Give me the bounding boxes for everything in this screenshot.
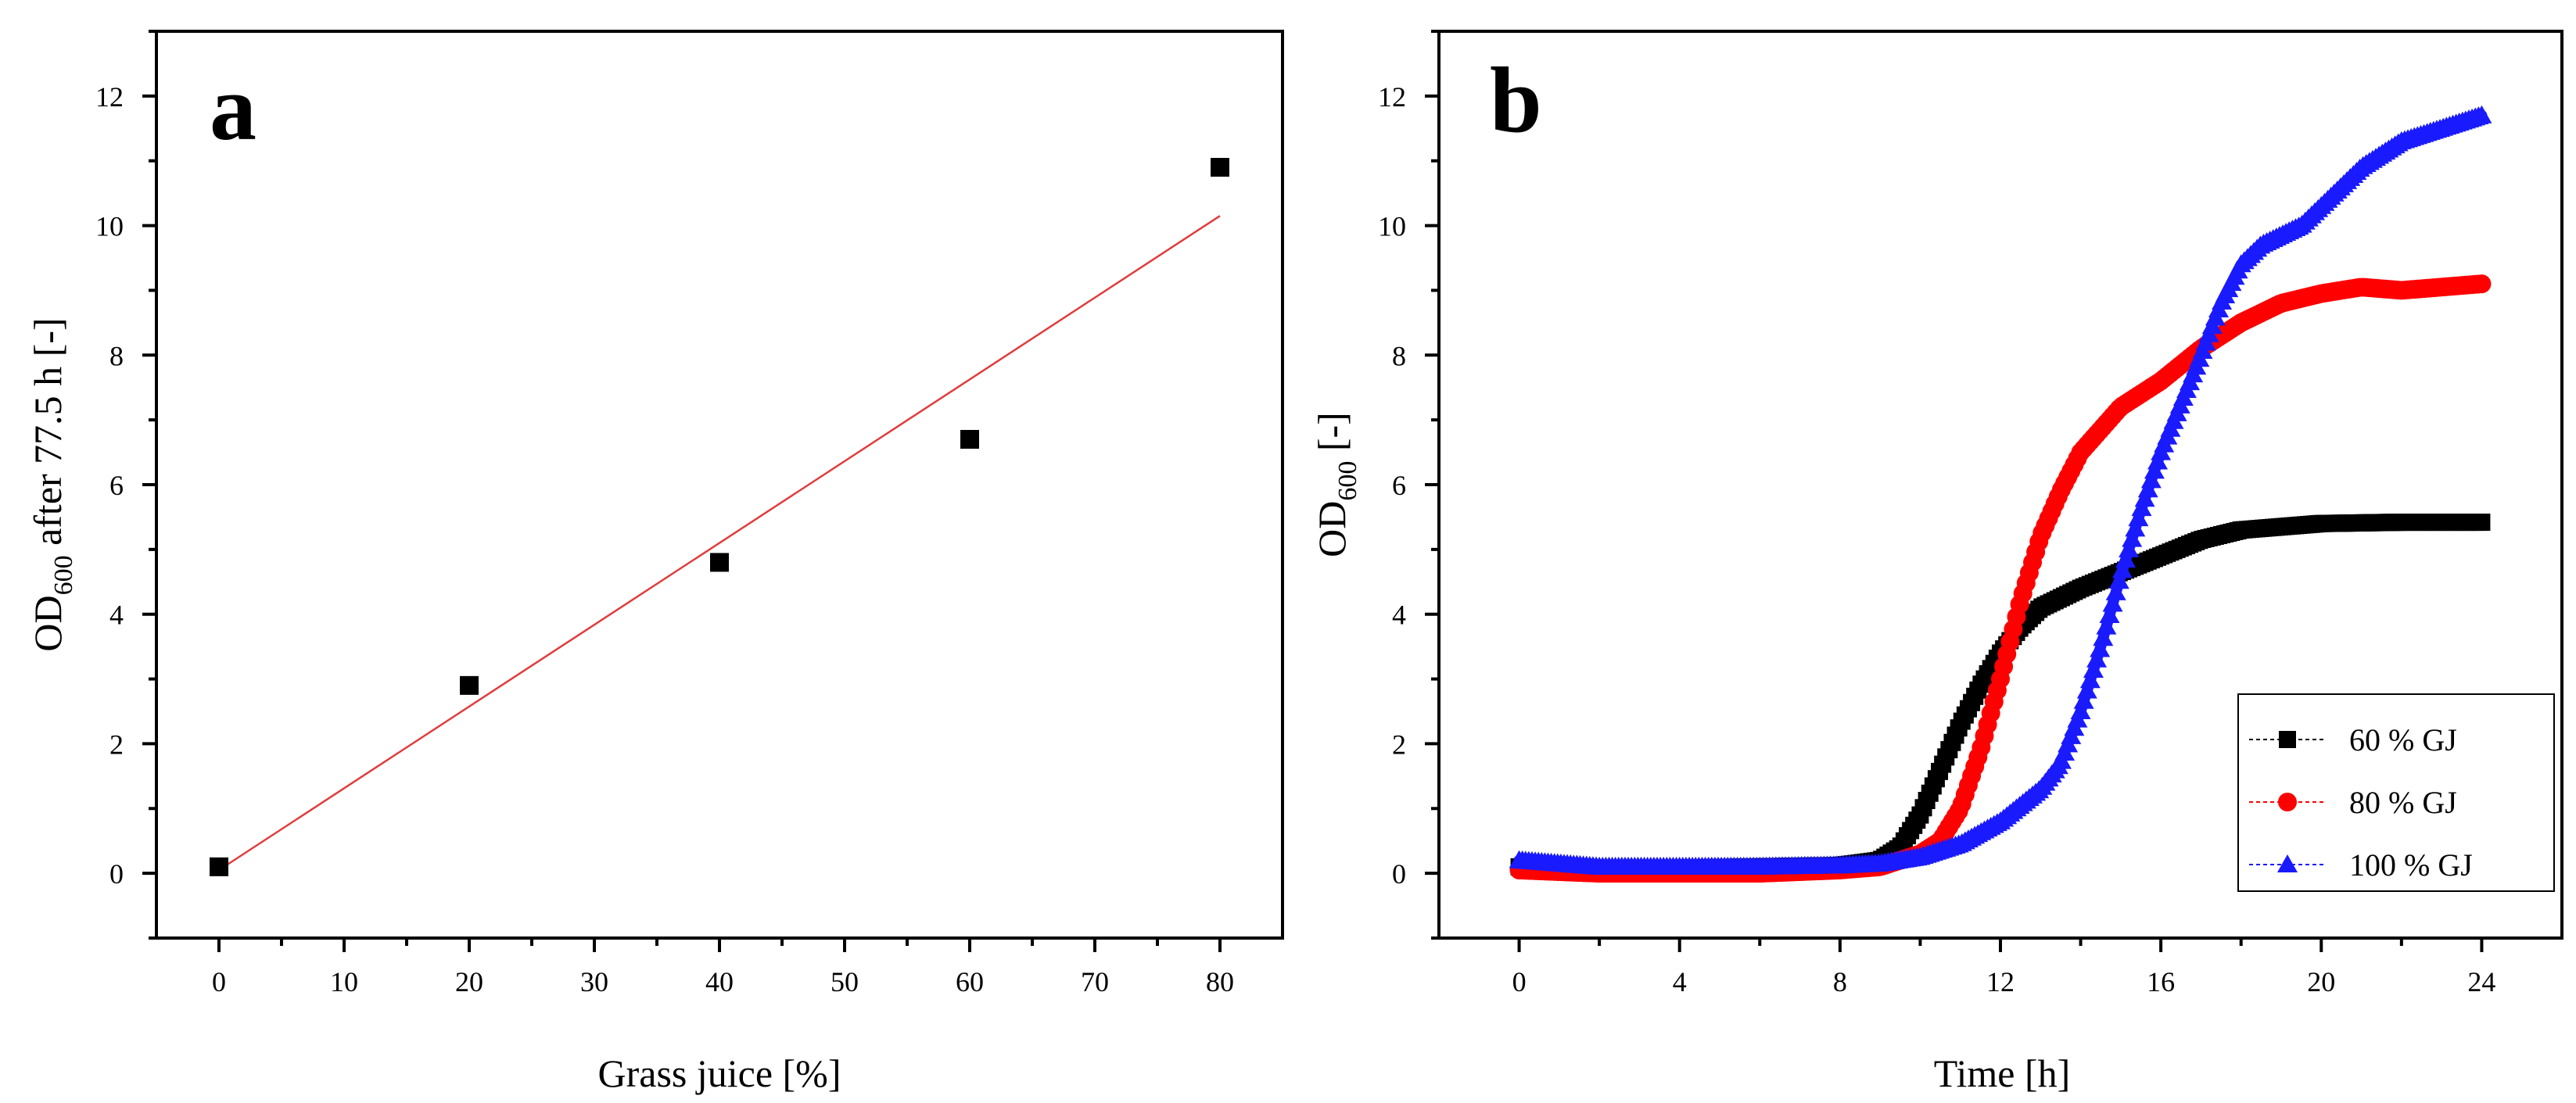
panel-b-series-100-gj-marker	[2115, 550, 2137, 568]
panel-b-series-100-gj-marker	[2093, 628, 2114, 646]
panel-a-data-point	[960, 430, 979, 449]
panel-b-series-100-gj-marker	[2144, 460, 2165, 479]
legend-label-0: 60 % GJ	[2349, 722, 2457, 757]
panel-b-series-100-gj-marker	[2140, 470, 2162, 489]
panel-a-x-tick-label: 70	[1081, 966, 1109, 997]
panel-b-series-100-gj-marker	[2471, 105, 2492, 124]
panel-b-series-100-gj-marker	[2086, 649, 2108, 668]
panel-a-x-axis-label: Grass juice [%]	[598, 1051, 841, 1095]
panel-a-y-axis-label: OD600 after 77.5 h [-]	[26, 317, 78, 651]
panel-b-series-100-gj-marker	[2147, 451, 2169, 470]
panel-b-series-100-gj-marker	[2079, 670, 2101, 689]
panel-a-y-tick-label: 8	[109, 340, 124, 371]
panel-b-series-100-gj	[1509, 105, 2492, 875]
panel-b-series-100-gj-marker	[2096, 616, 2117, 635]
panel-b-y-tick-label: 2	[1392, 729, 1406, 760]
panel-b-label: b	[1490, 48, 1542, 152]
panel-a-plot-frame	[155, 30, 1284, 940]
panel-a-y-tick-label: 10	[95, 211, 124, 242]
panel-a-y-tick-label: 4	[109, 600, 124, 631]
panel-b-series-100-gj-marker	[2111, 560, 2133, 578]
panel-b-series-100-gj-marker	[2099, 605, 2120, 624]
panel-b-series-100-gj-marker	[2128, 508, 2149, 527]
panel-b-y-tick-label: 4	[1392, 600, 1406, 631]
panel-b-x-tick-label: 20	[2307, 966, 2335, 997]
panel-b-x-tick-label: 24	[2467, 966, 2495, 997]
panel-b-x-tick-label: 4	[1673, 966, 1687, 997]
panel-b-series-100-gj-marker	[2125, 518, 2146, 537]
panel-b-x-tick-label: 16	[2147, 966, 2175, 997]
panel-a-y-tick-label: 6	[109, 470, 124, 501]
panel-b-series-100-gj-marker	[2102, 593, 2123, 612]
legend-box	[2237, 693, 2555, 892]
panel-a-y-tick-label: 2	[109, 729, 124, 760]
panel-a-x-tick-label: 20	[455, 966, 483, 997]
panel-b-x-tick-label: 0	[1512, 966, 1527, 997]
panel-a-data-point	[460, 675, 479, 695]
panel-a-data-point	[210, 857, 228, 876]
panel-b-x-tick-label: 8	[1833, 966, 1847, 997]
legend-marker-2	[2277, 854, 2298, 872]
panel-b-series	[1509, 105, 2492, 883]
panel-a-x-tick-label: 60	[956, 966, 984, 997]
panel-b-y-tick-label: 10	[1378, 211, 1406, 242]
panel-b-series-100-gj-marker	[2105, 582, 2126, 600]
panel-a-x-tick-label: 10	[330, 966, 358, 997]
panel-a-x-tick-label: 40	[705, 966, 734, 997]
panel-b-y-tick-label: 0	[1392, 858, 1406, 890]
panel-b-series-100-gj-marker	[2131, 498, 2152, 517]
panel-b-y-label-subscript: 600	[1333, 461, 1362, 501]
panel-a-fit-line-group	[218, 215, 1221, 872]
panel-b-series-100-gj-marker	[2076, 680, 2097, 699]
panel-b-series-100-gj-marker	[2108, 571, 2129, 589]
panel-a-y-tick-label: 12	[95, 81, 124, 113]
panel-a-x-tick-label: 0	[212, 966, 226, 997]
panel-b-series-100-gj-marker	[2083, 659, 2104, 678]
panel-a-x-tick-label: 80	[1206, 966, 1234, 997]
panel-b-y-label-main: OD	[1310, 501, 1354, 557]
panel-b-legend: 60 % GJ 80 % GJ 100 % GJ	[2237, 693, 2555, 892]
panel-b-series-100-gj-marker	[2073, 690, 2094, 709]
panel-a-y-label-main: OD	[26, 595, 70, 651]
panel-a-y-tick-label: 0	[109, 858, 124, 890]
panel-b-y-axis-label: OD600 [-]	[1310, 412, 1362, 557]
panel-a-y-label-subscript: 600	[49, 555, 78, 595]
panel-b-y-tick-label: 12	[1378, 81, 1406, 113]
panel-b-x-axis-label: Time [h]	[1934, 1051, 2071, 1095]
panel-b-x-tick-label: 12	[1986, 966, 2015, 997]
legend-marker-0	[2279, 731, 2296, 748]
panel-a-ticks: 0 10 20 30 40 50 60 70 80 0 2 4 6 8 10 12	[95, 30, 1234, 997]
panel-a-data-point	[710, 553, 729, 572]
legend-marker-1	[2278, 793, 2297, 811]
panel-b-series-100-gj-marker	[2122, 528, 2143, 547]
panel-b-series-100-gj-marker	[2137, 479, 2158, 498]
panel-b-y-label-rest: [-]	[1310, 412, 1354, 460]
panel-b-y-tick-label: 8	[1392, 340, 1406, 371]
panel-a-fit-line	[218, 215, 1221, 872]
panel-a-label: a	[210, 56, 257, 159]
panel-a-scatter-chart: 0 10 20 30 40 50 60 70 80 0 2 4 6 8 10 12 a Grass juice…	[26, 30, 1284, 1095]
panel-b-series-100-gj-marker	[2134, 489, 2155, 507]
panel-a-points	[210, 158, 1229, 876]
legend-label-2: 100 % GJ	[2349, 847, 2473, 883]
panel-b-series-100-gj-marker	[2070, 701, 2091, 719]
panel-b-y-tick-label: 6	[1392, 470, 1406, 501]
legend-label-1: 80 % GJ	[2349, 785, 2457, 820]
panel-b-series-100-gj-marker	[2119, 539, 2140, 557]
panel-b-series-60-gj-marker	[2473, 514, 2491, 532]
panel-a-x-tick-label: 30	[580, 966, 608, 997]
panel-a-x-tick-label: 50	[831, 966, 859, 997]
panel-b-series-100-gj-marker	[2090, 639, 2111, 657]
panel-b-series-80-gj-marker	[2472, 274, 2492, 294]
panel-a-data-point	[1211, 158, 1229, 177]
panel-a-y-label-rest: after 77.5 h [-]	[26, 317, 70, 555]
